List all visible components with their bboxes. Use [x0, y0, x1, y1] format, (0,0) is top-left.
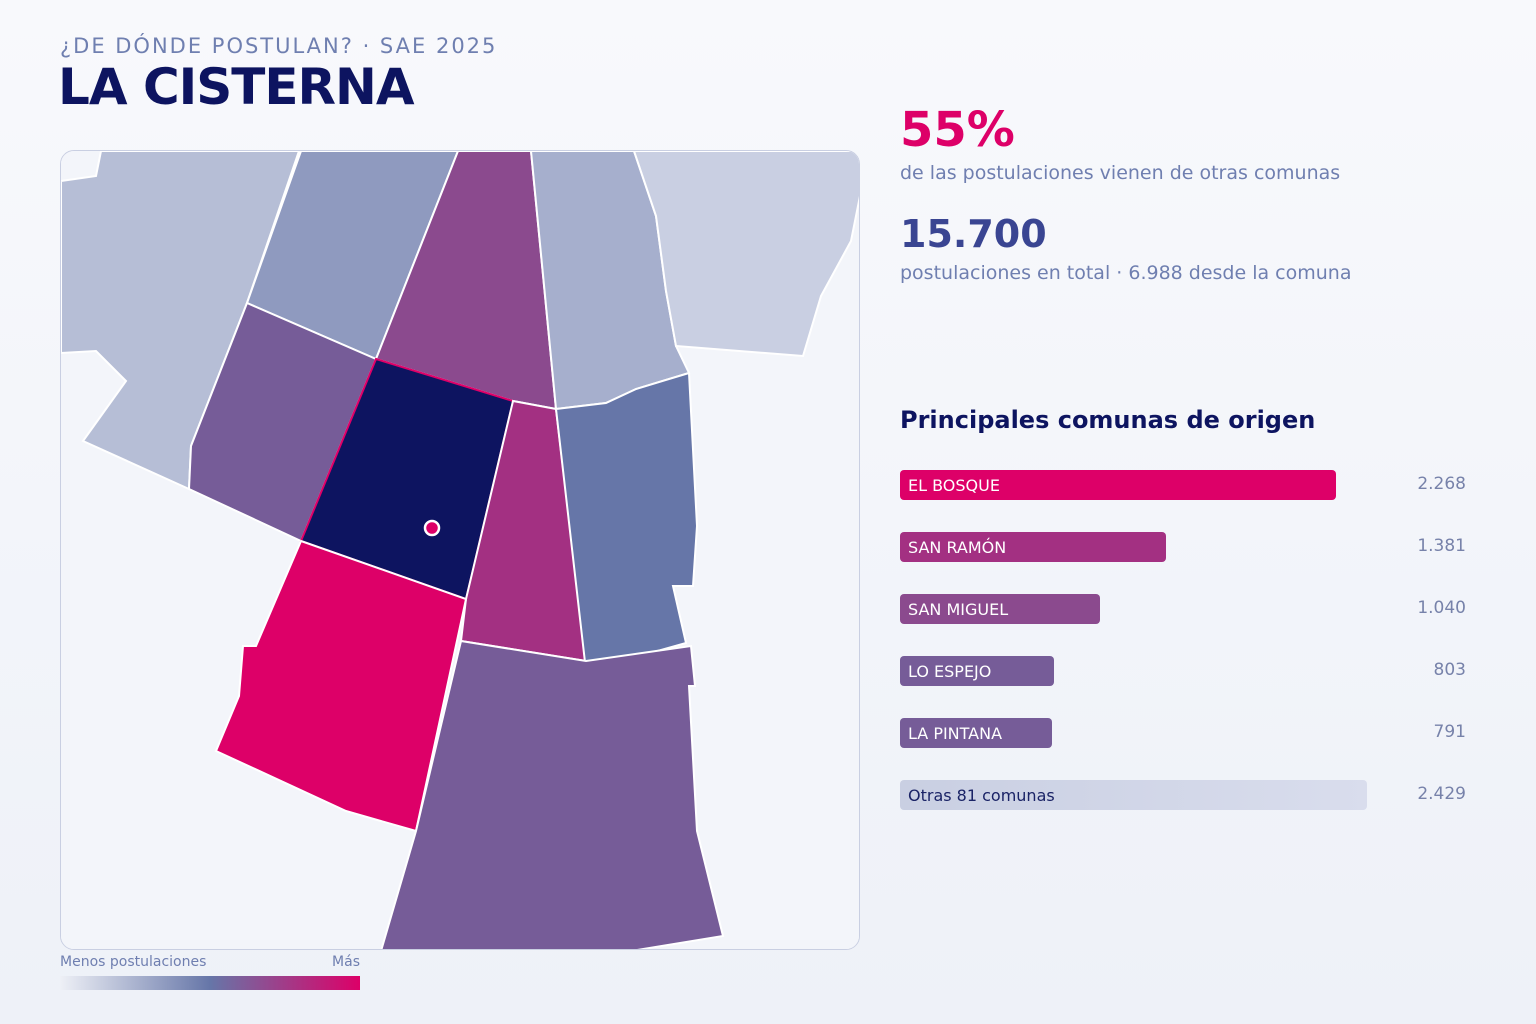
comuna-lo-espejo[interactable]: [187, 301, 378, 543]
ranking-bar-label: LO ESPEJO: [908, 662, 992, 681]
ranking-bar-label: LA PINTANA: [908, 724, 1003, 743]
ranking-bar-value: 2.268: [1417, 474, 1466, 494]
choropleth-map: [60, 150, 860, 950]
comuna-macul[interactable]: [632, 151, 860, 358]
ranking-bar-label: Otras 81 comunas: [908, 786, 1055, 805]
comuna-la-pintana[interactable]: [380, 639, 725, 950]
ranking-bar-value: 2.429: [1417, 784, 1466, 804]
ranking-bar-label: EL BOSQUE: [908, 476, 1000, 495]
comuna-el-bosque[interactable]: [214, 539, 468, 833]
location-marker-icon: [423, 519, 441, 537]
ranking-bar[interactable]: LA PINTANA: [900, 718, 1052, 748]
ranking-bar-label: SAN MIGUEL: [908, 600, 1009, 619]
stat-percentage-label: de las postulaciones vienen de otras com…: [900, 162, 1341, 184]
ranking-bar[interactable]: LO ESPEJO: [900, 656, 1054, 686]
ranking-bar-value: 803: [1433, 660, 1466, 680]
ranking-bar-value: 1.381: [1417, 536, 1466, 556]
page-title: LA CISTERNA: [58, 58, 415, 116]
page-subtitle: ¿DE DÓNDE POSTULAN? · SAE 2025: [60, 34, 498, 58]
stat-total: 15.700: [900, 212, 1047, 256]
legend-min-label: Menos postulaciones: [60, 954, 207, 970]
stat-total-label: postulaciones en total · 6.988 desde la …: [900, 262, 1352, 284]
ranking-bar[interactable]: SAN MIGUEL: [900, 594, 1100, 624]
legend-gradient-bar: [60, 976, 360, 990]
stat-percentage: 55%: [900, 102, 1015, 158]
ranking-bar[interactable]: Otras 81 comunas: [900, 780, 1367, 810]
ranking-bar[interactable]: SAN RAMÓN: [900, 532, 1166, 562]
map-svg: [61, 151, 860, 950]
ranking-bar-label: SAN RAMÓN: [908, 538, 1007, 557]
ranking-bar-value: 1.040: [1417, 598, 1466, 618]
ranking-bar-value: 791: [1433, 722, 1466, 742]
ranking-title: Principales comunas de origen: [900, 406, 1316, 434]
ranking-bar[interactable]: EL BOSQUE: [900, 470, 1336, 500]
legend-max-label: Más: [332, 954, 360, 970]
